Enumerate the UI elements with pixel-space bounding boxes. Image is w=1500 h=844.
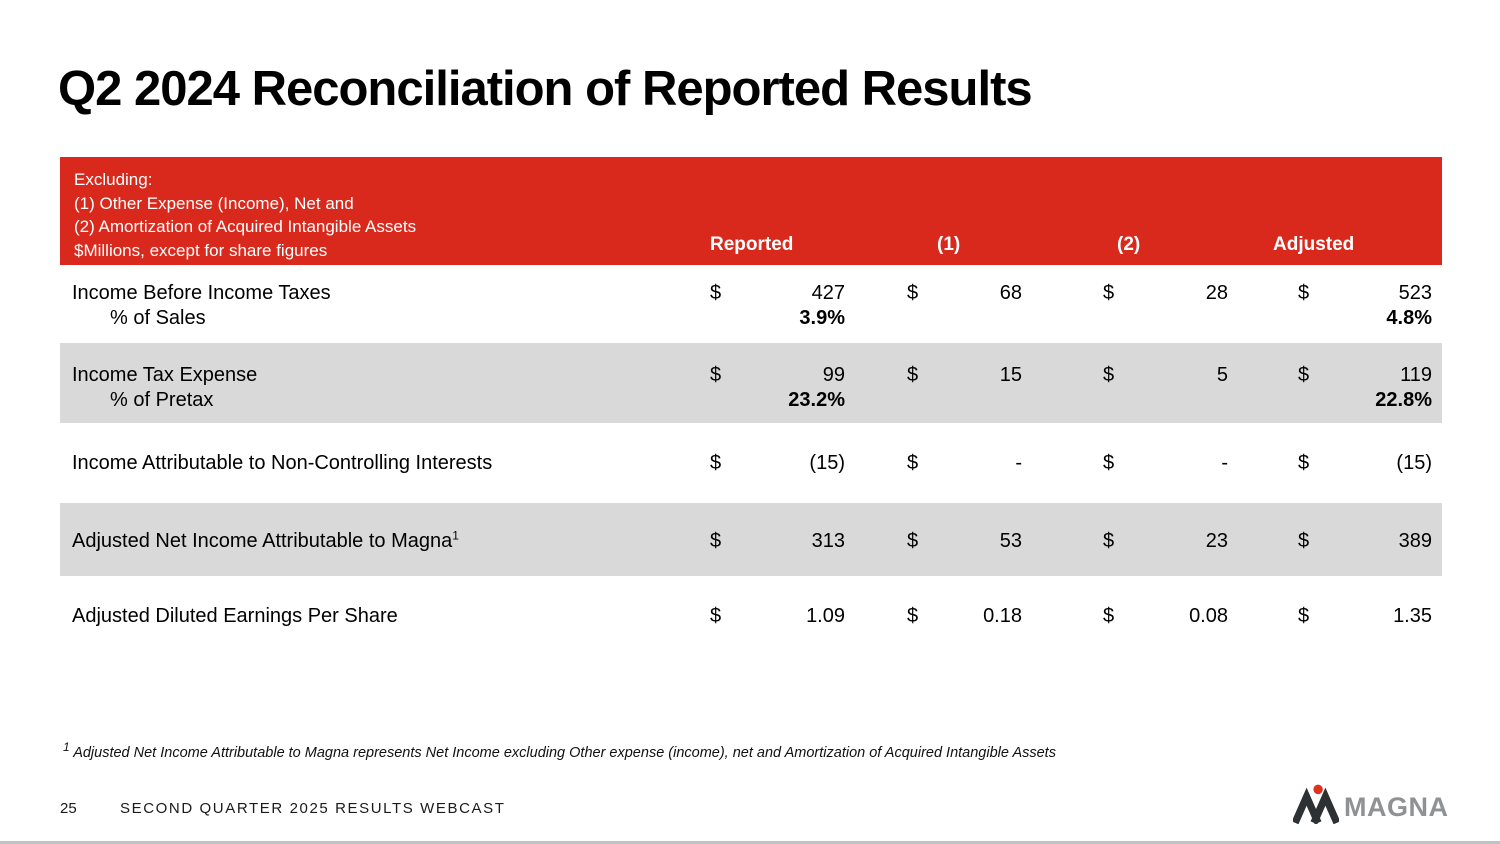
table-header-banner: Excluding: (1) Other Expense (Income), N… [60,157,1442,265]
column-header-reported: Reported [710,234,794,255]
currency-symbol: $ [710,282,722,304]
currency-symbol: $ [907,364,919,386]
table-row: Adjusted Diluted Earnings Per Share $ 1.… [60,576,1442,656]
cell-value: 1.09 [806,605,845,627]
row-label: Income Before Income Taxes % of Sales [72,282,331,329]
currency-symbol: $ [710,530,722,552]
column-header-1: (1) [937,234,961,255]
cell-value: 389 [1398,530,1432,552]
cell-value: 119 22.8% [1375,364,1432,411]
currency-symbol: $ [907,530,919,552]
table-row: Income Attributable to Non-Controlling I… [60,423,1442,503]
column-header-2: (2) [1117,234,1141,255]
currency-symbol: $ [1103,364,1115,386]
magna-wordmark: MAGNA [1344,791,1449,822]
currency-symbol: $ [907,452,919,474]
reconciliation-table: Income Before Income Taxes % of Sales $ … [60,265,1442,656]
currency-symbol: $ [1298,282,1310,304]
cell-value: 15 [999,364,1022,386]
currency-symbol: $ [1298,364,1310,386]
banner-line-exclusion-2: (2) Amortization of Acquired Intangible … [74,217,417,236]
magna-logo: MAGNA [1293,784,1449,824]
banner-line-units: $Millions, except for share figures [74,240,328,260]
currency-symbol: $ [907,605,919,627]
row-label: Income Tax Expense % of Pretax [72,364,258,411]
row-label: Adjusted Diluted Earnings Per Share [72,605,398,627]
currency-symbol: $ [1298,605,1310,627]
magna-m-icon [1293,784,1339,824]
footnote: 1 Adjusted Net Income Attributable to Ma… [63,741,1263,761]
currency-symbol: $ [1103,282,1115,304]
currency-symbol: $ [710,364,722,386]
cell-value: 68 [999,282,1022,304]
currency-symbol: $ [1298,452,1310,474]
column-header-adjusted: Adjusted [1273,234,1355,255]
page-title: Q2 2024 Reconciliation of Reported Resul… [58,61,1033,116]
cell-value: - [1221,452,1228,474]
cell-value: 0.18 [983,605,1022,627]
cell-value: 1.35 [1393,605,1432,627]
cell-value: 313 [811,530,845,552]
cell-value: 99 23.2% [788,364,845,411]
table-row: Adjusted Net Income Attributable to Magn… [60,503,1442,576]
page-number: 25 [60,800,77,817]
currency-symbol: $ [1103,530,1115,552]
currency-symbol: $ [710,605,722,627]
footer-text: SECOND QUARTER 2025 RESULTS WEBCAST [120,800,506,817]
footnote-marker: 1 [63,740,70,755]
cell-value: (15) [1396,452,1432,474]
cell-value: 53 [999,530,1022,552]
cell-value: 427 3.9% [799,282,845,329]
banner-line-exclusion-1: (1) Other Expense (Income), Net and [74,193,354,213]
footnote-reference: 1 [452,528,459,543]
cell-value: 28 [1205,282,1228,304]
table-row: Income Tax Expense % of Pretax $ 99 23.2… [60,343,1442,423]
banner-line-excluding: Excluding: [74,170,153,189]
footnote-text: Adjusted Net Income Attributable to Magn… [73,745,1056,761]
row-label: Income Attributable to Non-Controlling I… [72,452,493,474]
row-label: Adjusted Net Income Attributable to Magn… [72,528,459,552]
slide-bottom-edge [0,841,1500,844]
currency-symbol: $ [907,282,919,304]
cell-value: 23 [1205,530,1228,552]
cell-value: - [1015,452,1022,474]
currency-symbol: $ [1103,452,1115,474]
cell-value: 523 4.8% [1386,282,1432,329]
table-row: Income Before Income Taxes % of Sales $ … [60,265,1442,343]
cell-value: 5 [1216,364,1228,386]
currency-symbol: $ [710,452,722,474]
cell-value: 0.08 [1189,605,1228,627]
currency-symbol: $ [1298,530,1310,552]
currency-symbol: $ [1103,605,1115,627]
banner-notes: Excluding: (1) Other Expense (Income), N… [74,168,416,262]
cell-value: (15) [809,452,845,474]
